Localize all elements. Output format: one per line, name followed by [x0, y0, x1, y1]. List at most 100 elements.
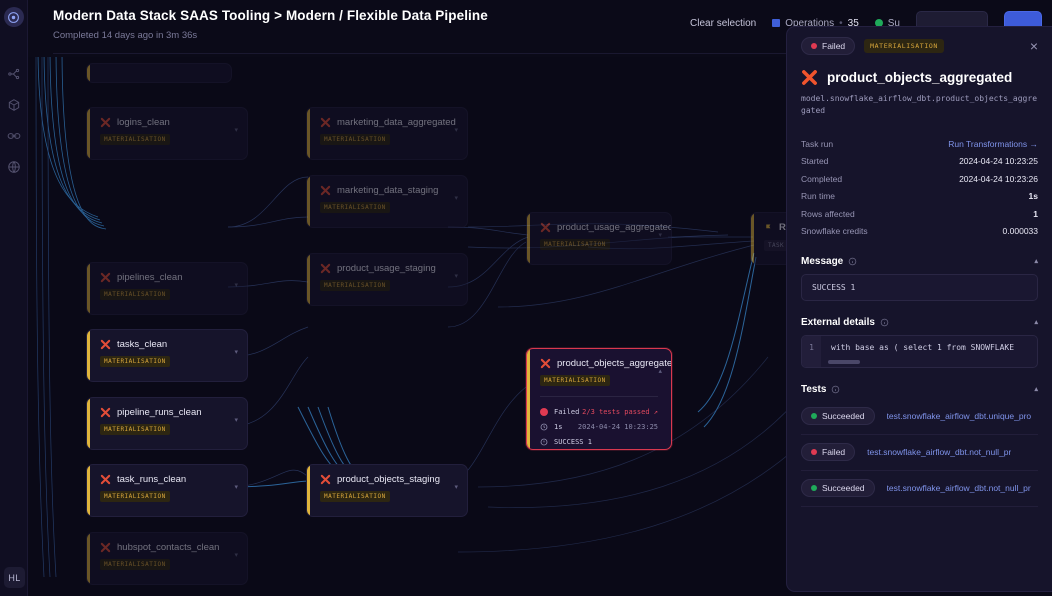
cube-icon[interactable]	[7, 98, 21, 112]
node-tasks-clean[interactable]: tasks_clean MATERIALISATION ▾	[86, 329, 248, 382]
node-type-badge: MATERIALISATION	[100, 134, 170, 145]
info-icon[interactable]	[880, 318, 889, 327]
chevron-down-icon[interactable]: ▾	[454, 195, 458, 202]
test-link[interactable]: test.snowflake_airflow_dbt.not_null_pr	[886, 483, 1031, 494]
chevron-down-icon[interactable]: ▾	[454, 127, 458, 134]
status-label: Failed	[822, 41, 846, 51]
node-marketing-data-staging[interactable]: marketing_data_staging MATERIALISATION ▾	[306, 175, 468, 228]
chevron-down-icon[interactable]: ▾	[454, 484, 458, 491]
chevron-up-icon[interactable]: ▴	[658, 368, 662, 375]
test-status-label: Failed	[822, 447, 846, 458]
message-icon	[540, 438, 548, 445]
node-row-status: Failed 2/3 tests passed ↗	[540, 404, 658, 419]
node-row-duration: 1s 2024-04-24 10:23:25	[540, 419, 658, 434]
node-header: tasks_clean	[87, 330, 247, 350]
node-product-usage-aggregated[interactable]: product_usage_aggregated MATERIALISATION…	[526, 212, 672, 265]
dbt-x-icon	[100, 542, 111, 553]
tests-heading-row: Tests ▴	[801, 384, 1038, 395]
node-type-badge: MATERIALISATION	[540, 239, 610, 250]
succeeded-label: Su	[887, 17, 900, 29]
external-heading: External details	[801, 316, 875, 328]
node-header: product_usage_staging	[307, 254, 467, 274]
node-product-usage-staging[interactable]: product_usage_staging MATERIALISATION ▾	[306, 253, 468, 306]
chevron-down-icon[interactable]: ▾	[234, 484, 238, 491]
materialisation-badge: MATERIALISATION	[864, 39, 944, 53]
code-line: with base as ( select 1 from SNOWFLAKE	[831, 342, 1015, 352]
node-status-bar	[527, 213, 530, 264]
succeeded-dot-icon	[874, 19, 883, 27]
node-header: product_objects_staging	[307, 465, 467, 485]
failed-dot-icon	[540, 407, 548, 416]
node-empty-top[interactable]	[86, 63, 232, 83]
chevron-down-icon[interactable]: ▾	[234, 349, 238, 356]
chevron-up-icon[interactable]: ▴	[1034, 319, 1038, 327]
node-status-bar	[87, 64, 90, 82]
code-line-number: 1	[802, 335, 821, 367]
lineage-icon[interactable]	[7, 67, 21, 81]
chevron-down-icon[interactable]: ▾	[234, 127, 238, 134]
test-status-badge: Succeeded	[801, 407, 875, 426]
tests-section: Tests ▴ Succeeded test.snowflake_airflow…	[801, 384, 1038, 507]
test-link[interactable]: test.snowflake_airflow_dbt.unique_pro	[886, 411, 1032, 422]
avatar[interactable]: HL	[4, 567, 25, 588]
node-type-badge: MATERIALISATION	[320, 491, 390, 502]
run-transformations-link[interactable]: Run Transformations →	[948, 138, 1038, 149]
meta-value: 2024-04-24 10:23:25	[959, 156, 1038, 167]
task-type-badge: TASK	[764, 240, 789, 251]
meta-row-rows-affected: Rows affected 1	[801, 205, 1038, 223]
chevron-down-icon[interactable]: ▾	[454, 273, 458, 280]
task-flag-icon	[766, 224, 771, 231]
node-type-badge: MATERIALISATION	[100, 356, 170, 367]
node-label: product_objects_aggregated	[557, 358, 672, 369]
panel-metadata: Task run Run Transformations → Started 2…	[801, 135, 1038, 240]
node-product-objects-aggregated-selected[interactable]: product_objects_aggregated MATERIALISATI…	[526, 348, 672, 450]
operations-square-icon	[772, 19, 781, 27]
dbt-x-icon	[100, 407, 111, 418]
meta-row-completed: Completed 2024-04-24 10:23:26	[801, 170, 1038, 188]
link-icon[interactable]	[7, 129, 21, 143]
node-logins-clean[interactable]: logins_clean MATERIALISATION ▾	[86, 107, 248, 160]
failed-dot-icon	[811, 449, 817, 456]
chevron-up-icon[interactable]: ▴	[1034, 258, 1038, 266]
external-heading-row: External details ▴	[801, 317, 1038, 328]
node-row-label: SUCCESS 1	[554, 437, 592, 446]
globe-icon[interactable]	[7, 160, 21, 174]
chevron-down-icon[interactable]: ▾	[234, 552, 238, 559]
clock-icon	[540, 423, 548, 430]
test-link[interactable]: test.snowflake_airflow_dbt.not_null_pr	[867, 447, 1012, 458]
node-row-tests[interactable]: 2/3 tests passed ↗	[582, 407, 658, 416]
chevron-down-icon[interactable]: ▾	[658, 232, 662, 239]
external-code-box[interactable]: 1 with base as ( select 1 from SNOWFLAKE	[801, 334, 1038, 368]
horizontal-scrollbar[interactable]	[828, 359, 860, 364]
test-row[interactable]: Failed test.snowflake_airflow_dbt.not_nu…	[801, 435, 1038, 471]
dbt-x-icon	[320, 185, 331, 196]
close-icon[interactable]: ×	[1029, 38, 1038, 54]
rail-icon-list	[7, 67, 21, 174]
header-divider	[53, 53, 1052, 54]
node-type-badge: MATERIALISATION	[320, 202, 390, 213]
tests-list: Succeeded test.snowflake_airflow_dbt.uni…	[801, 399, 1038, 507]
test-row[interactable]: Succeeded test.snowflake_airflow_dbt.not…	[801, 471, 1038, 507]
chevron-down-icon[interactable]: ▾	[234, 282, 238, 289]
node-hubspot-contacts-clean[interactable]: hubspot_contacts_clean MATERIALISATION ▾	[86, 532, 248, 585]
node-pipelines-clean[interactable]: pipelines_clean MATERIALISATION ▾	[86, 262, 248, 315]
info-icon[interactable]	[831, 385, 840, 394]
clear-selection-button[interactable]: Clear selection	[690, 17, 757, 29]
info-icon[interactable]	[848, 257, 857, 266]
tests-heading: Tests	[801, 383, 827, 395]
chevron-up-icon[interactable]: ▴	[1034, 386, 1038, 394]
node-header: hubspot_contacts_clean	[87, 533, 247, 553]
node-product-objects-staging[interactable]: product_objects_staging MATERIALISATION …	[306, 464, 468, 517]
meta-key: Snowflake credits	[801, 226, 868, 237]
node-header: product_usage_aggregated	[527, 213, 671, 233]
left-rail: HL	[0, 0, 28, 596]
operations-stat: Operations • 35	[772, 18, 859, 29]
chevron-down-icon[interactable]: ▾	[234, 417, 238, 424]
node-marketing-data-aggregated[interactable]: marketing_data_aggregated MATERIALISATIO…	[306, 107, 468, 160]
message-body: SUCCESS 1	[801, 273, 1038, 301]
app-logo-icon[interactable]	[3, 7, 24, 27]
node-label: marketing_data_aggregated	[337, 117, 456, 128]
test-row[interactable]: Succeeded test.snowflake_airflow_dbt.uni…	[801, 399, 1038, 435]
node-pipeline-runs-clean[interactable]: pipeline_runs_clean MATERIALISATION ▾	[86, 397, 248, 450]
node-task-runs-clean[interactable]: task_runs_clean MATERIALISATION ▾	[86, 464, 248, 517]
